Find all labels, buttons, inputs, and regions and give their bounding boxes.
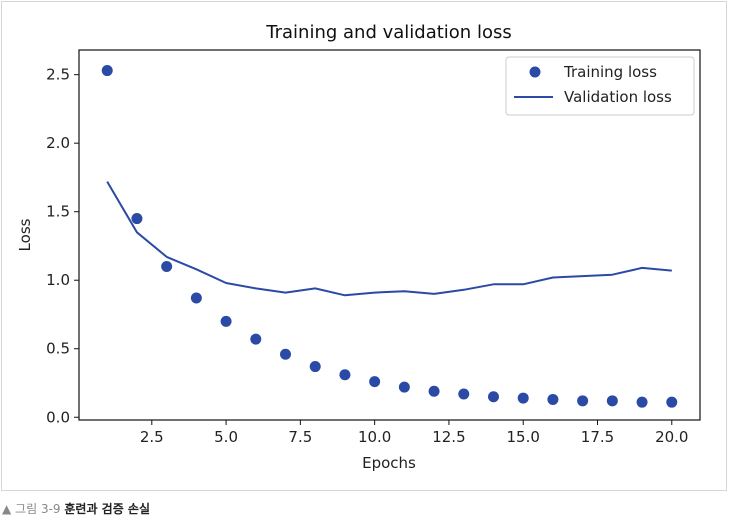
training-loss-point bbox=[666, 396, 678, 408]
training-loss-point bbox=[577, 395, 589, 407]
x-axis: 2.5 5.0 7.5 10.0 12.5 15.0 17.5 20.0 bbox=[140, 420, 688, 446]
legend-validation-label: Validation loss bbox=[564, 88, 672, 106]
series-layer bbox=[101, 65, 678, 408]
x-tick-label: 12.5 bbox=[432, 428, 465, 446]
y-tick-label: 0.5 bbox=[46, 340, 70, 358]
training-loss-point bbox=[398, 381, 410, 393]
validation-loss-line bbox=[106, 181, 672, 297]
training-loss-point bbox=[280, 348, 292, 360]
training-loss-point bbox=[339, 369, 351, 381]
training-loss-point bbox=[161, 261, 173, 273]
training-loss-point bbox=[220, 315, 232, 327]
training-loss-point bbox=[428, 385, 440, 397]
training-loss-point bbox=[458, 388, 470, 400]
training-loss-point bbox=[369, 376, 381, 388]
x-tick-label: 20.0 bbox=[655, 428, 688, 446]
x-tick-label: 17.5 bbox=[581, 428, 614, 446]
training-loss-point bbox=[636, 396, 648, 408]
x-tick-label: 5.0 bbox=[214, 428, 238, 446]
legend-box bbox=[505, 56, 695, 116]
training-loss-point bbox=[309, 361, 321, 373]
training-loss-point bbox=[131, 213, 143, 225]
training-loss-point bbox=[101, 65, 113, 77]
y-axis-title: Loss bbox=[16, 218, 34, 251]
caption-prefix: ▲ 그림 3-9 bbox=[2, 502, 61, 516]
x-tick-label: 15.0 bbox=[507, 428, 540, 446]
training-loss-point bbox=[190, 292, 202, 304]
x-tick-label: 2.5 bbox=[140, 428, 164, 446]
y-tick-label: 0.0 bbox=[46, 408, 70, 426]
legend-training-marker bbox=[529, 66, 541, 78]
legend-training-label: Training loss bbox=[563, 63, 657, 81]
figure-caption: ▲ 그림 3-9 훈련과 검증 손실 bbox=[2, 500, 150, 517]
training-loss-point bbox=[606, 395, 618, 407]
y-tick-label: 1.5 bbox=[46, 203, 70, 221]
training-loss-point bbox=[487, 391, 499, 403]
y-axis: 0.0 0.5 1.0 1.5 2.0 2.5 bbox=[46, 66, 79, 426]
caption-title: 훈련과 검증 손실 bbox=[64, 502, 151, 516]
training-loss-point bbox=[250, 333, 262, 345]
y-tick-label: 1.0 bbox=[46, 271, 70, 289]
legend: Training loss Validation loss bbox=[505, 56, 695, 116]
plot-area bbox=[78, 49, 701, 421]
training-loss-point bbox=[517, 392, 529, 404]
y-tick-label: 2.5 bbox=[46, 66, 70, 84]
x-tick-label: 10.0 bbox=[358, 428, 391, 446]
x-tick-label: 7.5 bbox=[288, 428, 312, 446]
chart-title: Training and validation loss bbox=[265, 22, 511, 43]
loss-chart: Training and validation loss 0.0 0.5 1.0 1.… bbox=[16, 22, 701, 472]
x-axis-title: Epochs bbox=[362, 454, 416, 472]
y-tick-label: 2.0 bbox=[46, 134, 70, 152]
training-loss-point bbox=[547, 393, 559, 405]
